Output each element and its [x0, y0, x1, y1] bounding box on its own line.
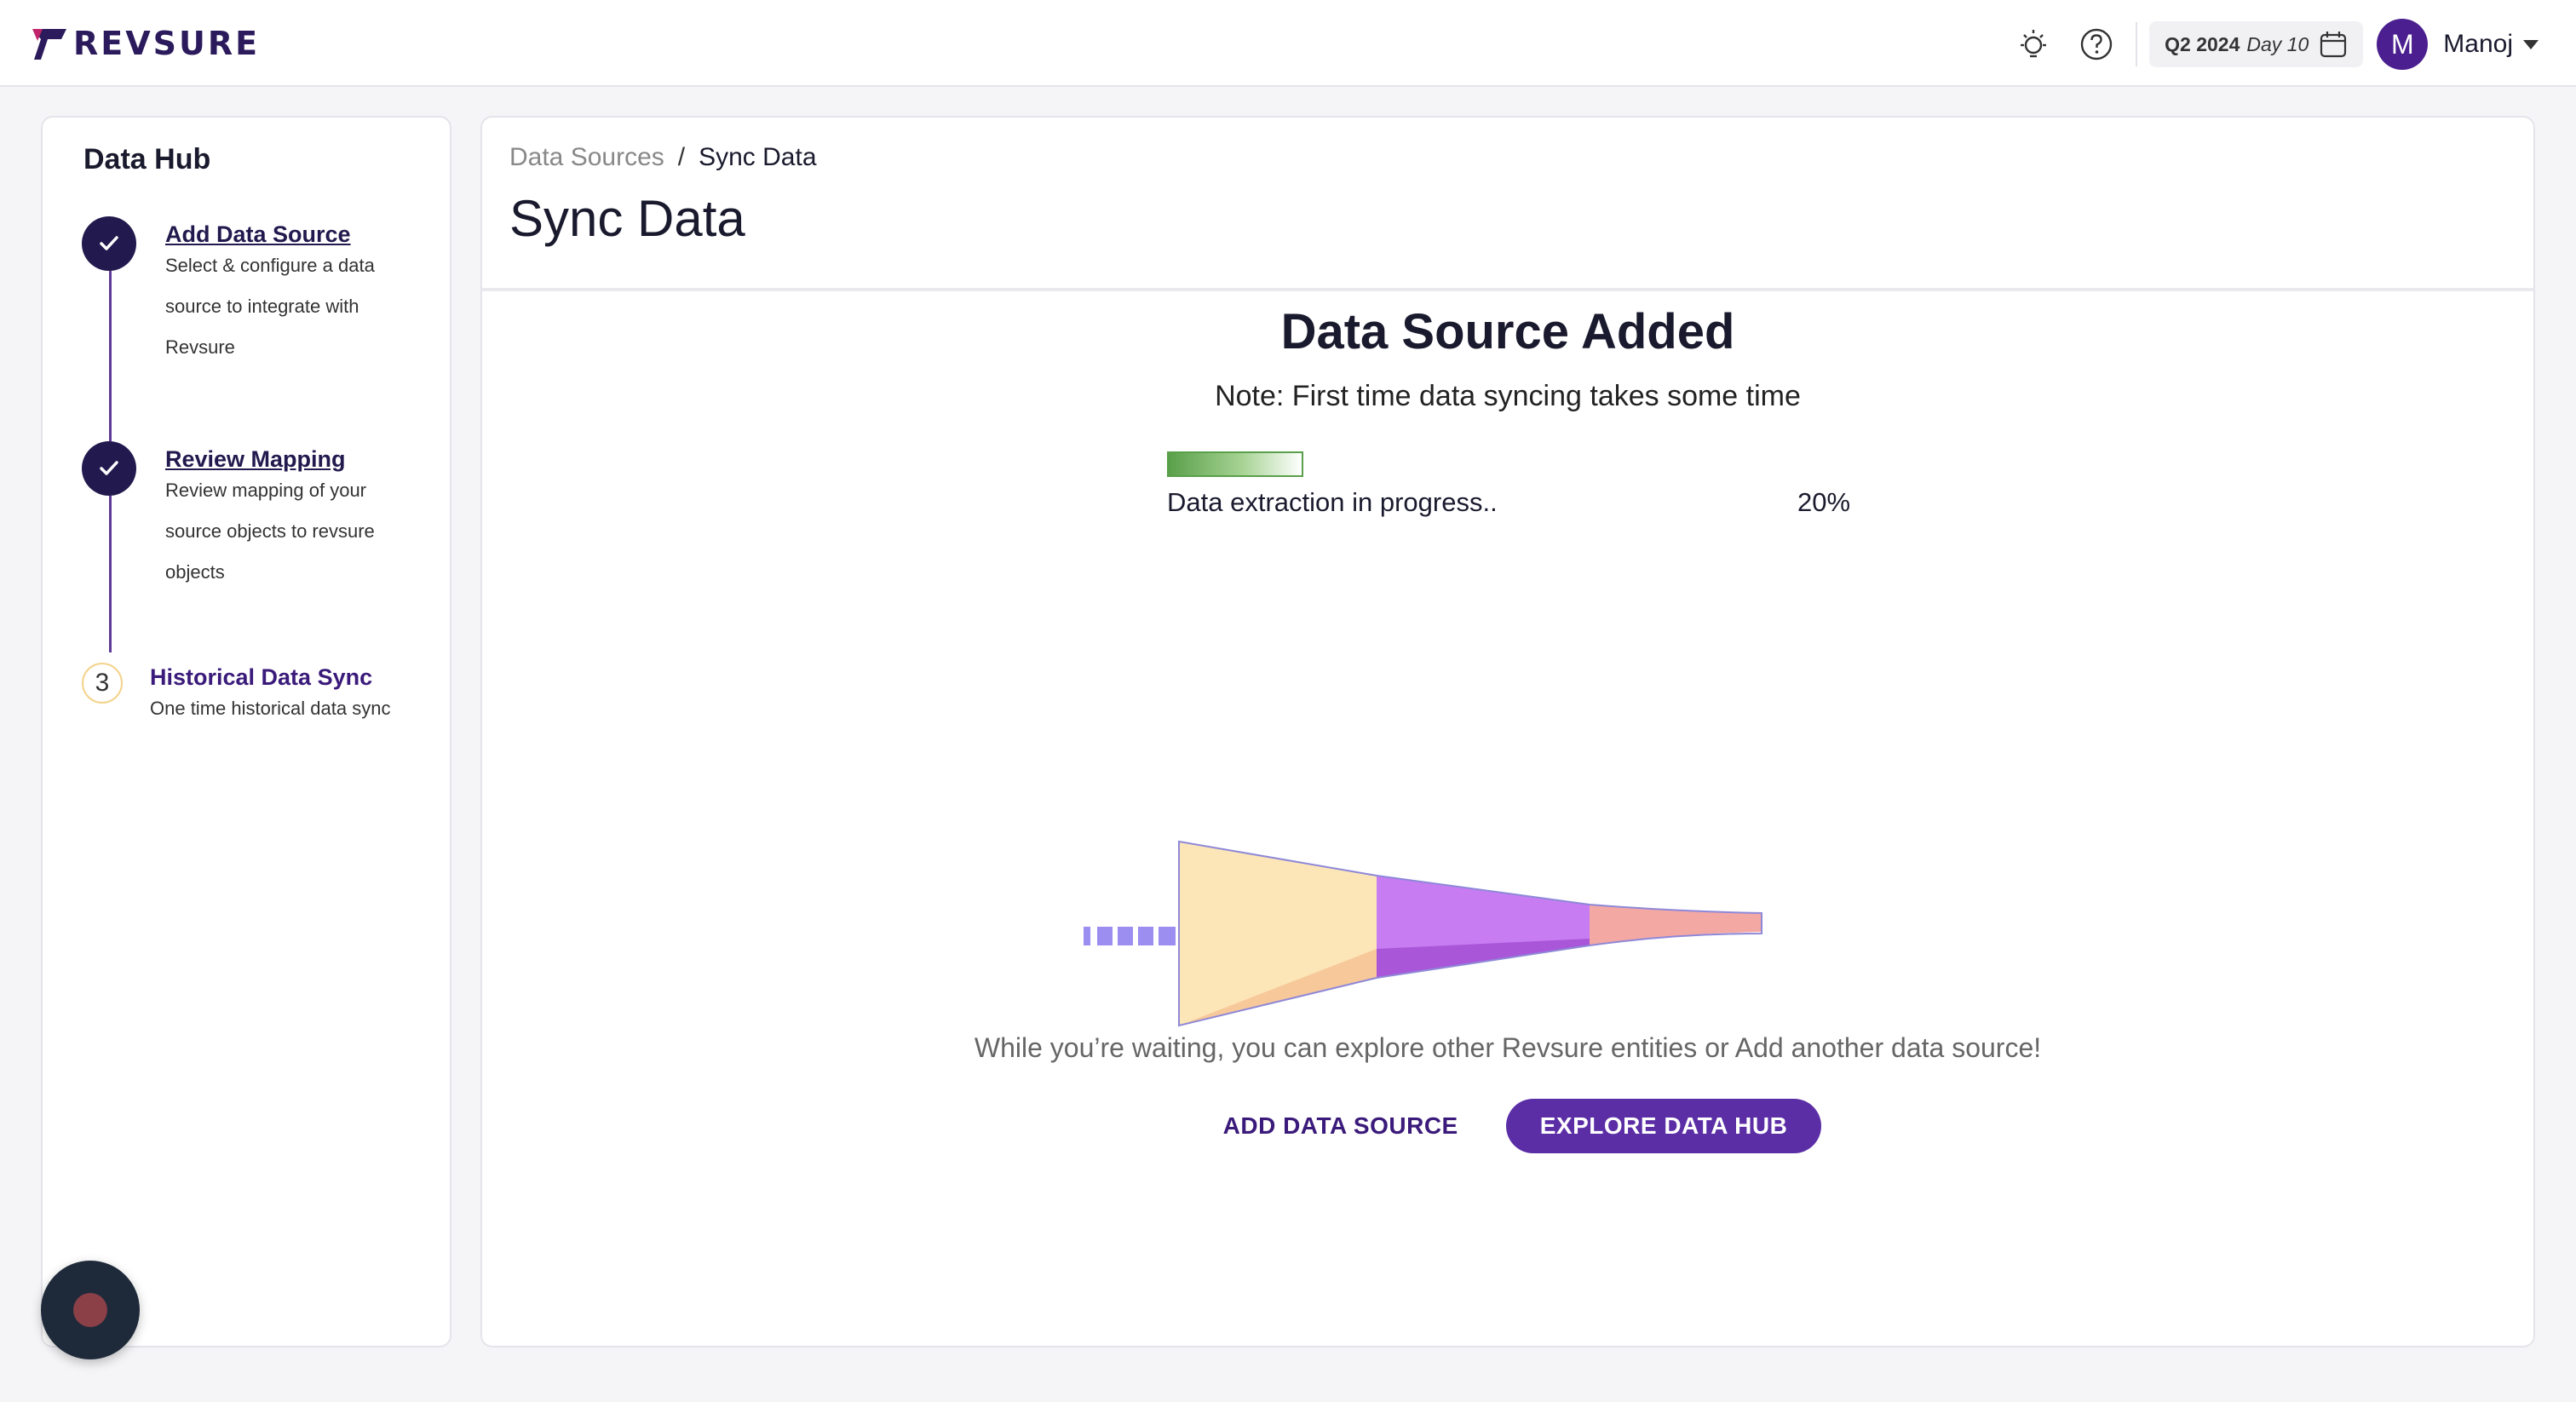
step-title-review-mapping[interactable]: Review Mapping	[165, 446, 346, 472]
step-connector	[109, 271, 112, 441]
chevron-down-icon[interactable]	[2523, 39, 2539, 49]
check-icon	[100, 461, 118, 475]
step-desc-historical-data-sync: One time historical data sync	[150, 698, 391, 719]
chat-button[interactable]	[41, 1261, 140, 1359]
period-quarter: Q2 2024	[2165, 32, 2240, 55]
funnel-illustration	[1084, 840, 1762, 1027]
progress-percent: 20%	[1797, 487, 1851, 517]
status-headline: Data Source Added	[1280, 304, 1735, 359]
period-day: Day 10	[2246, 32, 2309, 55]
step-connector	[109, 496, 112, 652]
top-bar: REVSURE Q2 2024 Day 10	[0, 0, 2576, 87]
explore-data-hub-button[interactable]: EXPLORE DATA HUB	[1505, 1099, 1822, 1153]
funnel-dashes	[1084, 927, 1176, 945]
lightbulb-icon[interactable]	[2015, 26, 2052, 63]
check-icon	[100, 236, 118, 250]
brand-name: REVSURE	[73, 25, 261, 62]
step-number-badge: 3	[82, 663, 123, 704]
help-icon[interactable]	[2078, 26, 2115, 63]
explore-message: While you’re waiting, you can explore ot…	[974, 1032, 2042, 1063]
data-hub-sidebar: Data Hub Add Data Source Select & config…	[41, 116, 451, 1347]
progress-bar	[1167, 451, 1849, 477]
progress-fill	[1167, 451, 1303, 477]
user-name[interactable]: Manoj	[2443, 30, 2513, 58]
sync-data-panel: Data Sources / Sync Data Sync Data Data …	[480, 116, 2535, 1347]
add-data-source-button[interactable]: ADD DATA SOURCE	[1222, 1112, 1458, 1139]
header-divider	[2136, 22, 2138, 66]
avatar[interactable]: M	[2377, 19, 2429, 70]
step-title-historical-data-sync: Historical Data Sync	[150, 664, 373, 690]
header-divider	[482, 288, 2533, 291]
calendar-icon	[2320, 32, 2347, 58]
revsure-logo-icon	[32, 29, 66, 60]
action-buttons: ADD DATA SOURCE EXPLORE DATA HUB	[482, 1099, 2533, 1153]
breadcrumb: Data Sources / Sync Data	[509, 143, 817, 172]
step-complete-badge	[82, 441, 136, 496]
step-desc-add-data-source: Select & configure a data source to inte…	[165, 255, 375, 358]
breadcrumb-current: Sync Data	[699, 143, 817, 171]
breadcrumb-data-sources[interactable]: Data Sources	[509, 143, 664, 171]
sync-note: Note: First time data syncing takes some…	[1215, 380, 1801, 412]
step-desc-review-mapping: Review mapping of your source objects to…	[165, 480, 375, 583]
step-complete-badge	[82, 216, 136, 271]
sidebar-title: Data Hub	[83, 143, 211, 175]
period-selector[interactable]: Q2 2024 Day 10	[2149, 21, 2364, 67]
step-title-add-data-source[interactable]: Add Data Source	[165, 221, 351, 247]
breadcrumb-separator: /	[677, 143, 686, 171]
page-title: Sync Data	[509, 190, 745, 247]
progress-label: Data extraction in progress..	[1167, 487, 1498, 517]
revsure-logo[interactable]: REVSURE	[29, 22, 260, 65]
chat-icon	[73, 1293, 107, 1327]
